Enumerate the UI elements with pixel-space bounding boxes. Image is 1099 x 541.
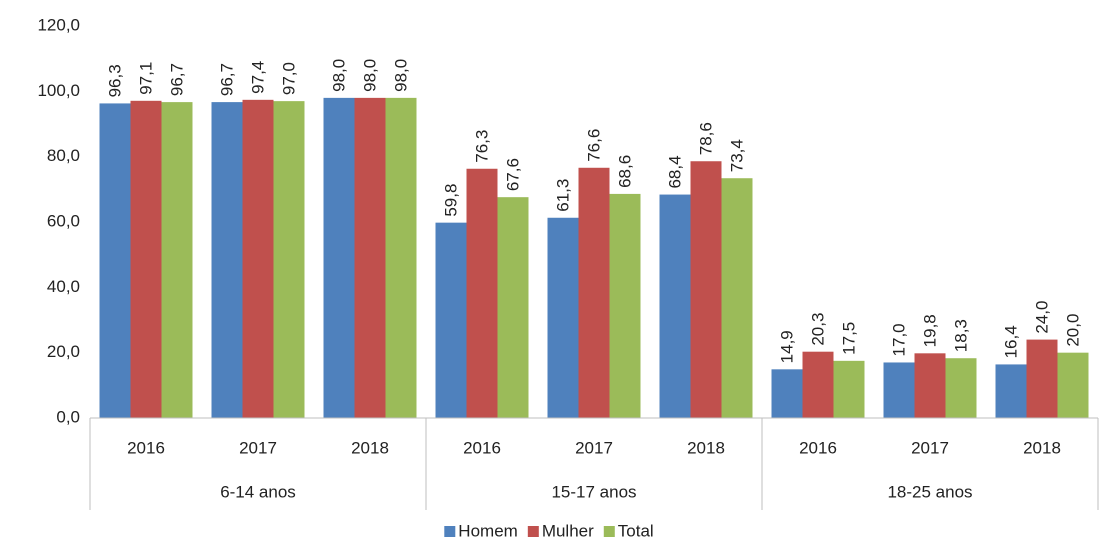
data-label: 68,4 <box>665 155 684 188</box>
x-tick-label: 2017 <box>239 438 277 457</box>
x-tick-label: 2016 <box>799 438 837 457</box>
data-label: 17,0 <box>889 323 908 356</box>
bar <box>99 103 131 419</box>
bar <box>914 353 946 418</box>
data-label: 16,4 <box>1001 325 1020 358</box>
bar <box>466 168 498 418</box>
group-label: 18-25 anos <box>887 482 972 501</box>
x-tick-label: 2017 <box>575 438 613 457</box>
bar <box>721 178 753 418</box>
data-label: 59,8 <box>441 184 460 217</box>
x-tick-label: 2018 <box>1023 438 1061 457</box>
data-label: 97,0 <box>279 62 298 95</box>
data-label: 96,7 <box>217 63 236 96</box>
bar <box>161 102 193 418</box>
bar <box>211 102 243 418</box>
bar <box>435 222 467 418</box>
group-label: 6-14 anos <box>220 482 296 501</box>
legend-swatch <box>527 526 539 537</box>
data-label: 61,3 <box>553 179 572 212</box>
bar <box>578 167 610 418</box>
data-label: 67,6 <box>503 158 522 191</box>
data-label: 20,3 <box>808 313 827 346</box>
data-label: 76,6 <box>584 129 603 162</box>
data-label: 97,1 <box>136 62 155 95</box>
bar <box>273 101 305 418</box>
y-tick-label: 20,0 <box>47 342 80 361</box>
x-tick-label: 2016 <box>463 438 501 457</box>
bar <box>497 197 529 418</box>
data-label: 19,8 <box>920 314 939 347</box>
legend-label: Total <box>618 521 654 540</box>
bar <box>833 360 865 418</box>
legend-label: Homem <box>458 521 518 540</box>
bar <box>995 364 1027 418</box>
bar <box>771 369 803 418</box>
x-tick-label: 2016 <box>127 438 165 457</box>
data-label: 24,0 <box>1032 301 1051 334</box>
y-tick-label: 40,0 <box>47 277 80 296</box>
bar <box>547 217 579 418</box>
data-label: 98,0 <box>391 59 410 92</box>
y-tick-label: 0,0 <box>56 407 80 426</box>
legend-label: Mulher <box>542 521 594 540</box>
data-label: 98,0 <box>360 59 379 92</box>
bar <box>690 161 722 419</box>
data-label: 96,3 <box>105 64 124 97</box>
data-label: 78,6 <box>696 122 715 155</box>
data-label: 20,0 <box>1063 314 1082 347</box>
bar <box>802 351 834 418</box>
bar <box>242 99 274 419</box>
bar <box>323 97 355 418</box>
bar <box>354 97 386 418</box>
bar <box>130 100 162 418</box>
y-tick-label: 60,0 <box>47 211 80 230</box>
data-label: 98,0 <box>329 59 348 92</box>
x-tick-label: 2018 <box>351 438 389 457</box>
data-label: 14,9 <box>777 330 796 363</box>
x-tick-label: 2017 <box>911 438 949 457</box>
data-label: 76,3 <box>472 130 491 163</box>
bar <box>609 193 641 418</box>
legend-swatch <box>444 526 456 537</box>
bar <box>883 362 915 418</box>
bar <box>1057 352 1089 418</box>
bar <box>945 358 977 418</box>
data-label: 17,5 <box>839 322 858 355</box>
bar <box>1026 339 1058 418</box>
bar <box>385 97 417 418</box>
x-tick-label: 2018 <box>687 438 725 457</box>
group-label: 15-17 anos <box>551 482 636 501</box>
bar <box>659 194 691 418</box>
y-tick-label: 100,0 <box>37 81 80 100</box>
y-tick-label: 120,0 <box>37 15 80 34</box>
data-label: 96,7 <box>167 63 186 96</box>
data-label: 97,4 <box>248 61 267 94</box>
legend-swatch <box>603 526 615 537</box>
data-label: 73,4 <box>727 139 746 172</box>
y-tick-label: 80,0 <box>47 146 80 165</box>
data-label: 18,3 <box>951 319 970 352</box>
data-label: 68,6 <box>615 155 634 188</box>
